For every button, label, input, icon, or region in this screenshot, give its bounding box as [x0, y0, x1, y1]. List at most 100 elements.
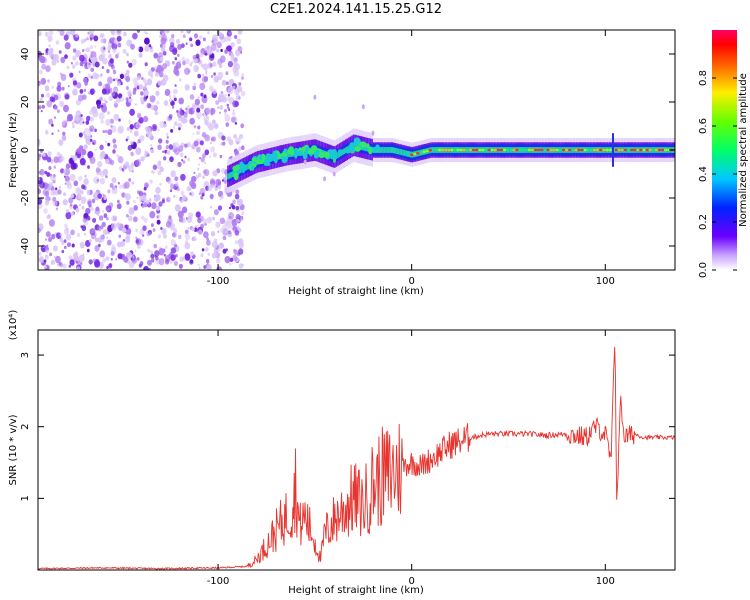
noise-blob [78, 120, 83, 126]
noise-blob [150, 250, 153, 254]
noise-blob [148, 232, 152, 236]
noise-blob [130, 151, 134, 157]
noise-blob [204, 69, 208, 74]
noise-blob [238, 96, 241, 100]
noise-blob [219, 32, 222, 36]
noise-blob [143, 115, 148, 123]
ridge-peak [571, 148, 575, 152]
noise-blob [43, 208, 48, 214]
noise-blob [76, 82, 82, 89]
noise-blob [199, 35, 203, 40]
noise-blob [46, 172, 51, 177]
noise-blob [57, 129, 60, 132]
noise-blob [154, 250, 160, 257]
ridge-peak [565, 148, 569, 152]
noise-blob [117, 42, 122, 48]
noise-blob [227, 86, 234, 94]
noise-blob [221, 135, 226, 141]
ridge-core [231, 171, 234, 177]
noise-blob [149, 47, 154, 53]
noise-blob [200, 92, 204, 97]
noise-blob [38, 30, 42, 37]
noise-blob [45, 129, 49, 135]
noise-blob [191, 103, 197, 110]
noise-blob [126, 52, 129, 57]
noise-blob [159, 56, 164, 62]
noise-blob [139, 135, 145, 142]
ridge-blob [265, 153, 272, 160]
noise-blob [234, 35, 238, 39]
noise-blob [143, 217, 148, 223]
ridge-peak [620, 148, 624, 152]
noise-blob [221, 79, 227, 86]
noise-blob [220, 48, 223, 53]
ridge-core [245, 164, 248, 171]
noise-blob [224, 93, 227, 97]
noise-blob [107, 111, 110, 115]
noise-blob [112, 138, 117, 144]
ridge-core [379, 147, 381, 153]
noise-blob [135, 228, 138, 233]
ridge-core [396, 148, 398, 154]
noise-blob [111, 244, 116, 250]
noise-blob [190, 175, 197, 183]
ridge-peak [530, 148, 535, 152]
noise-blob [63, 34, 69, 41]
noise-blob [40, 109, 43, 113]
noise-blob [38, 157, 41, 161]
noise-blob [200, 253, 204, 258]
noise-blob [41, 93, 44, 98]
noise-blob [53, 54, 59, 61]
noise-blob [182, 160, 186, 164]
noise-blob [205, 72, 208, 75]
noise-blob [160, 227, 163, 230]
noise-blob [128, 62, 133, 68]
noise-blob [178, 97, 184, 105]
ridge-peak [416, 152, 420, 155]
noise-blob [175, 254, 178, 258]
noise-blob [87, 31, 90, 35]
noise-blob [54, 116, 56, 119]
ridge-peak [509, 148, 513, 152]
noise-blob [157, 234, 161, 239]
noise-blob [174, 57, 178, 61]
noise-blob [156, 219, 161, 225]
noise-blob [227, 106, 230, 110]
noise-blob [142, 234, 145, 237]
ridge-core [355, 143, 358, 149]
ridge-peak [512, 148, 516, 152]
noise-blob [106, 217, 109, 221]
noise-blob [166, 149, 171, 155]
noise-blob [184, 155, 187, 159]
noise-blob [102, 130, 105, 134]
noise-blob [56, 151, 61, 157]
noise-blob [230, 53, 235, 58]
noise-blob [64, 42, 71, 50]
noise-blob [198, 229, 203, 236]
noise-blob [200, 195, 204, 200]
noise-blob [235, 218, 240, 224]
noise-blob [199, 82, 206, 91]
noise-blob [71, 122, 74, 125]
noise-blob [85, 120, 90, 125]
noise-blob [81, 184, 86, 190]
noise-blob [185, 107, 188, 111]
noise-blob [144, 45, 150, 52]
noise-blob [179, 78, 182, 82]
snr-series-line [38, 346, 675, 570]
noise-blob [225, 71, 229, 76]
noise-blob [139, 200, 142, 203]
noise-blob [59, 233, 63, 237]
colorbar-tick-label: 0.8 [698, 70, 709, 86]
noise-blob [39, 82, 42, 86]
chart-title: C2E1.2024.141.15.25.G12 [269, 2, 443, 17]
noise-blob [156, 100, 160, 105]
noise-blob [150, 148, 155, 154]
noise-blob [67, 242, 71, 248]
noise-blob [74, 115, 80, 122]
noise-blob [99, 177, 105, 185]
noise-blob [227, 230, 232, 235]
noise-blob [78, 94, 84, 102]
noise-blob [124, 181, 130, 189]
noise-blob [99, 33, 104, 39]
